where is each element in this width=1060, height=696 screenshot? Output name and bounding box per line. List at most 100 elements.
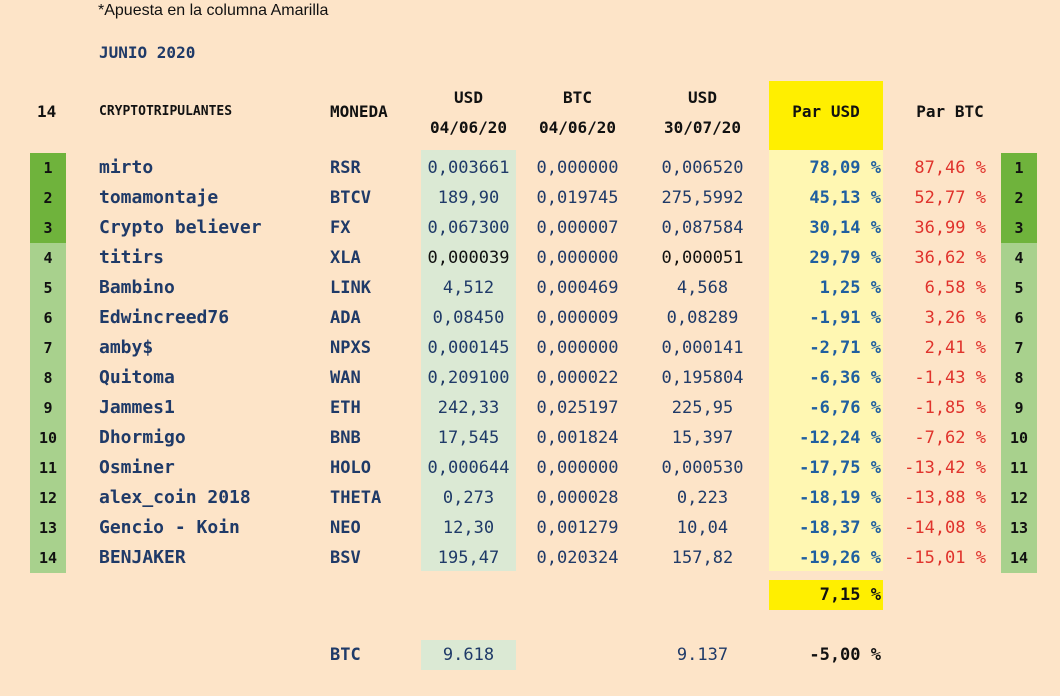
- table-row: 2 tomamontaje BTCV 189,90 0,019745 275,5992 45…: [0, 183, 1060, 213]
- btc-start-value: 0,001279: [536, 518, 619, 538]
- btc-start-value: 0,000007: [536, 218, 619, 238]
- usd-start-value: 0,067300: [427, 218, 510, 238]
- rank-left: 2: [30, 183, 66, 213]
- par-usd-value: -2,71 %: [809, 338, 881, 358]
- usd-start-value: 0,003661: [427, 158, 510, 178]
- header-par-usd: Par USD: [792, 102, 860, 121]
- table-row: 4 titirs XLA 0,000039 0,000000 0,000051 29,79 …: [0, 243, 1060, 273]
- table-row: 3 Crypto believer FX 0,067300 0,000007 0,0875…: [0, 213, 1060, 243]
- table-row: 12 alex_coin 2018 THETA 0,273 0,000028 0,223 -…: [0, 483, 1060, 513]
- usd-end-value: 0,08289: [666, 308, 739, 328]
- usd-start-value: 189,90: [437, 188, 500, 208]
- par-usd-column-highlight: [769, 150, 883, 571]
- usd-start-value: 0,000145: [427, 338, 510, 358]
- rank-left: 6: [30, 303, 66, 333]
- btc-start-value: 0,025197: [536, 398, 619, 418]
- rank-right: 9: [1001, 393, 1037, 423]
- rank-right: 11: [1001, 453, 1037, 483]
- par-btc-value: -14,08 %: [904, 518, 986, 538]
- rank-right: 12: [1001, 483, 1037, 513]
- usd-end-value: 0,006520: [661, 158, 744, 178]
- rank-right: 4: [1001, 243, 1037, 273]
- btc-start-value: 0,000028: [536, 488, 619, 508]
- header-usd1: USD: [454, 88, 483, 107]
- participant-name: BENJAKER: [99, 547, 186, 568]
- par-usd-value: -17,75 %: [799, 458, 881, 478]
- btc-start-value: 0,019745: [536, 188, 619, 208]
- rank-left: 13: [30, 513, 66, 543]
- par-btc-value: 52,77 %: [914, 188, 986, 208]
- header-usd2: USD: [688, 88, 717, 107]
- rank-right: 5: [1001, 273, 1037, 303]
- rank-left: 9: [30, 393, 66, 423]
- par-usd-value: 29,79 %: [809, 248, 881, 268]
- usd-end-value: 15,397: [671, 428, 734, 448]
- par-btc-value: 36,99 %: [914, 218, 986, 238]
- par-btc-value: -15,01 %: [904, 548, 986, 568]
- participant-name: Crypto believer: [99, 217, 262, 238]
- rank-right: 1: [1001, 153, 1037, 183]
- btc-usd-highlight: [421, 640, 516, 670]
- participant-count: 14: [37, 102, 57, 121]
- usd-end-value: 0,195804: [661, 368, 744, 388]
- participant-name: tomamontaje: [99, 187, 219, 208]
- rank-right: 2: [1001, 183, 1037, 213]
- par-btc-value: -1,85 %: [914, 398, 986, 418]
- table-row: 6 Edwincreed76 ADA 0,08450 0,000009 0,08289 -1…: [0, 303, 1060, 333]
- usd-start-value: 0,000644: [427, 458, 510, 478]
- usd-start-value: 242,33: [437, 398, 500, 418]
- par-btc-value: -13,42 %: [904, 458, 986, 478]
- table-row: 13 Gencio - Koin NEO 12,30 0,001279 10,04 -18,…: [0, 513, 1060, 543]
- usd-end-value: 0,223: [676, 488, 729, 508]
- par-usd-value: -18,19 %: [799, 488, 881, 508]
- coin-symbol: ADA: [330, 308, 361, 328]
- usd-end-value: 0,087584: [661, 218, 744, 238]
- participant-name: Dhormigo: [99, 427, 186, 448]
- usd-start-value: 17,545: [437, 428, 500, 448]
- btc-start-value: 0,000000: [536, 248, 619, 268]
- coin-symbol: XLA: [330, 248, 361, 268]
- total-par-usd: 7,15 %: [819, 585, 881, 605]
- participant-name: Osminer: [99, 457, 175, 478]
- rank-right: 6: [1001, 303, 1037, 333]
- rank-left: 12: [30, 483, 66, 513]
- coin-symbol: BNB: [330, 428, 361, 448]
- par-btc-value: -7,62 %: [914, 428, 986, 448]
- usd-start-value: 0,08450: [432, 308, 505, 328]
- header-coin: MONEDA: [330, 102, 388, 121]
- par-btc-value: 6,58 %: [924, 278, 986, 298]
- usd-end-value: 4,568: [676, 278, 729, 298]
- btc-row-par-usd: -5,00 %: [809, 645, 881, 665]
- coin-symbol: ETH: [330, 398, 361, 418]
- rank-left: 14: [30, 543, 66, 573]
- usd-start-value: 0,209100: [427, 368, 510, 388]
- participant-name: Bambino: [99, 277, 175, 298]
- participant-name: amby$: [99, 337, 154, 358]
- par-btc-value: -1,43 %: [914, 368, 986, 388]
- table-row: 1 mirto RSR 0,003661 0,000000 0,006520 78,09 %…: [0, 153, 1060, 183]
- table-row: 7 amby$ NPXS 0,000145 0,000000 0,000141 -2,71 …: [0, 333, 1060, 363]
- par-usd-value: -6,76 %: [809, 398, 881, 418]
- table-row: 9 Jammes1 ETH 242,33 0,025197 225,95 -6,76 % -1…: [0, 393, 1060, 423]
- rank-right: 3: [1001, 213, 1037, 243]
- header-participants: CRYPTOTRIPULANTES: [99, 104, 233, 119]
- rank-left: 1: [30, 153, 66, 183]
- par-usd-value: -18,37 %: [799, 518, 881, 538]
- table-row: 14 BENJAKER BSV 195,47 0,020324 157,82 -19,26 …: [0, 543, 1060, 573]
- btc-start-value: 0,000469: [536, 278, 619, 298]
- par-usd-value: -6,36 %: [809, 368, 881, 388]
- usd-end-value: 225,95: [671, 398, 734, 418]
- par-usd-value: -1,91 %: [809, 308, 881, 328]
- usd-end-value: 0,000051: [661, 248, 744, 268]
- rank-right: 14: [1001, 543, 1037, 573]
- btc-row-usd1: 9.618: [442, 645, 495, 665]
- usd-start-value: 12,30: [442, 518, 495, 538]
- total-highlight: [769, 580, 883, 610]
- par-btc-value: -13,88 %: [904, 488, 986, 508]
- par-btc-value: 3,26 %: [924, 308, 986, 328]
- coin-symbol: BSV: [330, 548, 361, 568]
- bet-note: *Apuesta en la columna Amarilla: [98, 2, 329, 19]
- par-btc-value: 36,62 %: [914, 248, 986, 268]
- participant-name: Jammes1: [99, 397, 175, 418]
- btc-start-value: 0,000022: [536, 368, 619, 388]
